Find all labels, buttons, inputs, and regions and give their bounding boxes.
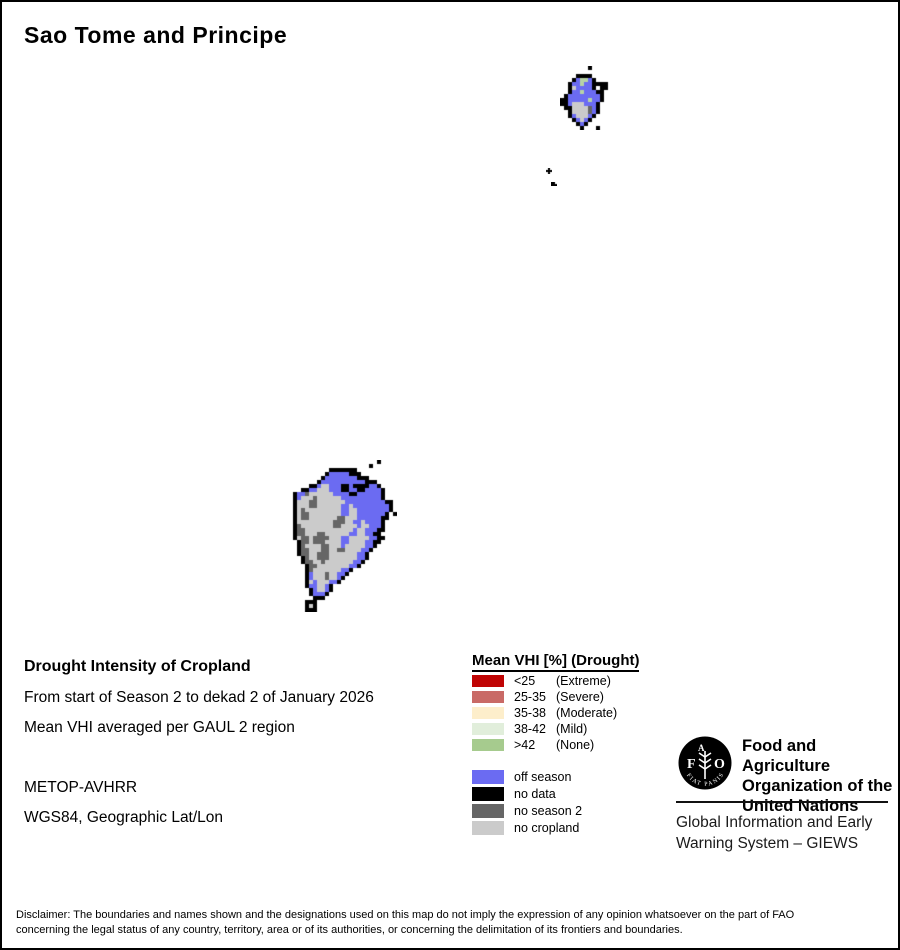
legend-swatch-extreme (472, 675, 504, 687)
legend-row: >42 (None) (472, 737, 692, 753)
legend-swatch-mild (472, 723, 504, 735)
disclaimer-line: concerning the legal status of any count… (16, 924, 683, 936)
fao-logo-icon: F A O FIAT PANIS (677, 735, 733, 796)
page-title: Sao Tome and Principe (24, 22, 288, 48)
legend-swatch-none (472, 739, 504, 751)
island-tinhosa-grande (546, 168, 552, 174)
legend-swatch-no-season2 (472, 803, 504, 818)
legend-row: 38-42 (Mild) (472, 721, 692, 737)
fao-org-line: Food and Agriculture (742, 737, 831, 775)
wheat-stalk-icon (698, 751, 712, 779)
giews-line: Warning System – GIEWS (676, 835, 859, 852)
svg-text:F: F (687, 757, 696, 772)
legend-row: 25-35 (Severe) (472, 689, 692, 705)
legend-label: (Extreme) (556, 674, 611, 688)
svg-text:O: O (714, 757, 725, 772)
disclaimer-line: Disclaimer: The boundaries and names sho… (16, 909, 795, 921)
legend-range: 38-42 (514, 722, 546, 736)
giews-caption: Global Information and Early Warning Sys… (676, 812, 872, 854)
svg-text:A: A (698, 743, 705, 753)
info-projection: WGS84, Geographic Lat/Lon (24, 809, 224, 826)
info-heading: Drought Intensity of Cropland (24, 658, 251, 675)
legend-label: no data (514, 786, 556, 801)
legend-label: off season (514, 769, 572, 784)
legend-label: (Severe) (556, 690, 604, 704)
legend-label: no season 2 (514, 803, 583, 818)
legend-range: <25 (514, 674, 536, 688)
island-sao-tome (289, 460, 397, 612)
legend-swatch-no-cropland (472, 820, 504, 835)
island-principe (560, 66, 612, 130)
legend-swatch-off-season (472, 769, 504, 784)
info-period-line: From start of Season 2 to dekad 2 of Jan… (24, 689, 374, 706)
fao-org-line: Organization of the (742, 777, 893, 795)
fao-org-name: Food and Agriculture Organization of the… (742, 736, 898, 816)
disclaimer-text: Disclaimer: The boundaries and names sho… (16, 908, 888, 938)
giews-line: Global Information and Early (676, 814, 873, 831)
legend-label: no cropland (514, 820, 580, 835)
legend-range: >42 (514, 738, 536, 752)
legend-swatch-no-data (472, 786, 504, 801)
legend-label: (None) (556, 738, 595, 752)
legend-title: Mean VHI [%] (Drought) (472, 652, 640, 672)
legend-range: 25-35 (514, 690, 546, 704)
legend-row: no season 2 (472, 802, 692, 819)
legend-label: (Mild) (556, 722, 588, 736)
legend-drought-block: <25 (Extreme) 25-35 (Severe) 35-38 (Mode… (472, 673, 692, 753)
legend-status-block: off season no data no season 2 no cropla… (472, 768, 692, 836)
legend-swatch-moderate (472, 707, 504, 719)
info-sensor: METOP-AVHRR (24, 779, 138, 796)
legend-row: <25 (Extreme) (472, 673, 692, 689)
legend-row: no cropland (472, 819, 692, 836)
legend-range: 35-38 (514, 706, 546, 720)
island-tinhosa-pequena (551, 182, 557, 186)
fao-divider (676, 801, 888, 803)
legend-row: 35-38 (Moderate) (472, 705, 692, 721)
legend-swatch-severe (472, 691, 504, 703)
legend-row: no data (472, 785, 692, 802)
legend-row: off season (472, 768, 692, 785)
info-aggregation-line: Mean VHI averaged per GAUL 2 region (24, 719, 295, 736)
legend-label: (Moderate) (556, 706, 618, 720)
